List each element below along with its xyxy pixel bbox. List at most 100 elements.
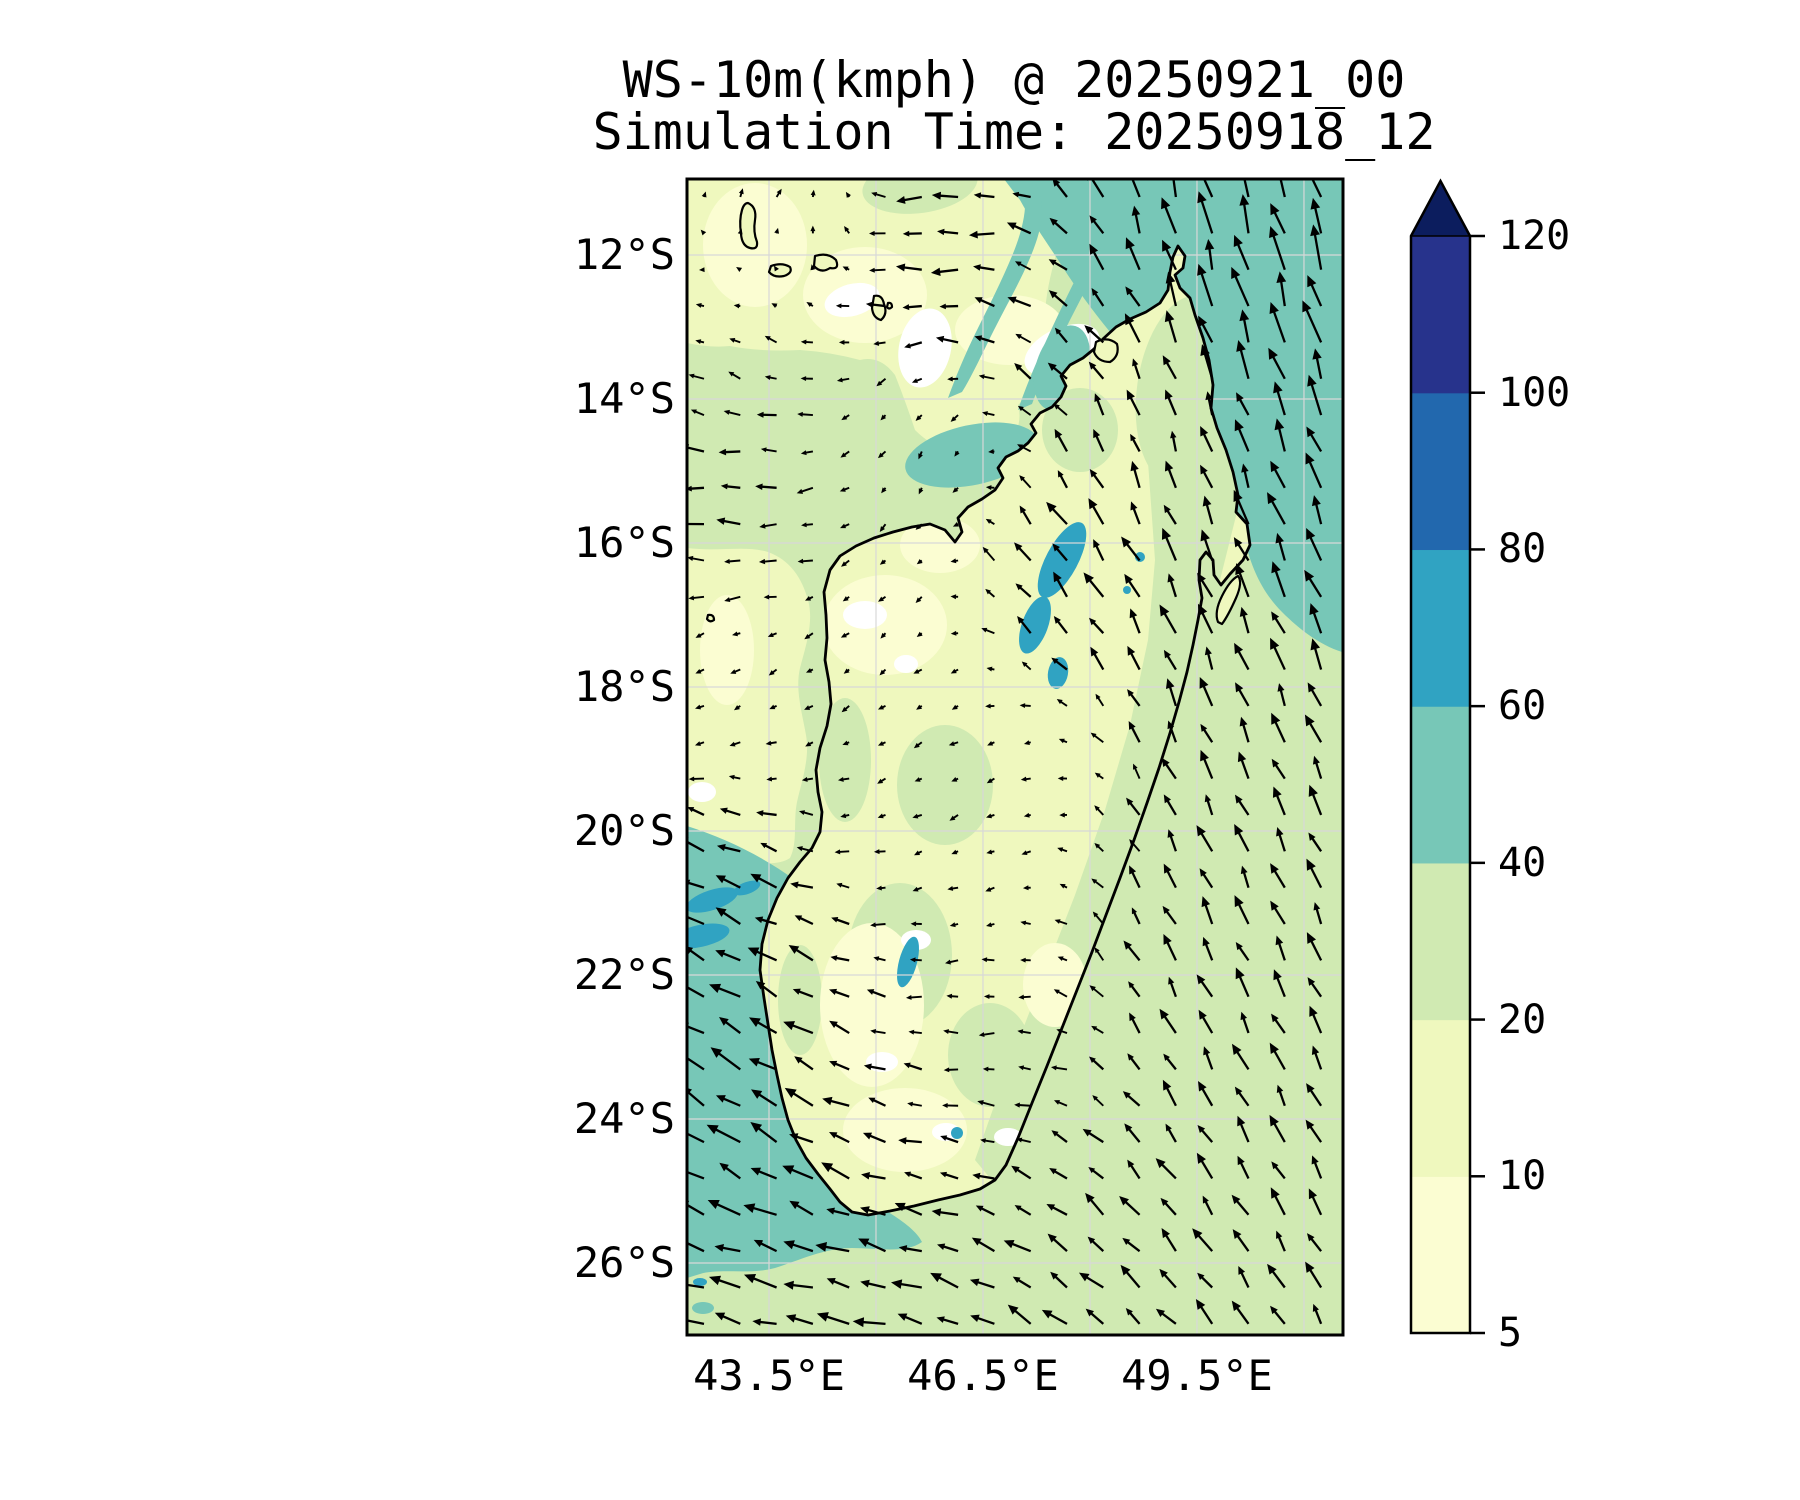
wind-arrow-head bbox=[1201, 896, 1211, 908]
wind-arrow-shaft bbox=[1239, 1122, 1250, 1143]
wind-arrow-head bbox=[749, 1017, 761, 1027]
wind-arrow-head bbox=[1088, 1166, 1096, 1174]
wind-arrow-shaft bbox=[1127, 320, 1141, 343]
wind-arrow-shaft bbox=[874, 923, 886, 926]
wind-arrow-head bbox=[1270, 900, 1279, 911]
wind-arrow-head bbox=[1088, 498, 1098, 510]
wind-arrow-shaft bbox=[751, 1276, 778, 1289]
wind-arrow-head bbox=[1122, 1091, 1131, 1099]
wind-arrow-shaft bbox=[833, 1133, 850, 1144]
wind-arrow-head bbox=[751, 1089, 763, 1099]
wind-arrow-shaft bbox=[827, 1165, 850, 1180]
wind-arrow-head bbox=[729, 338, 736, 343]
wind-arrow-shaft bbox=[1172, 179, 1178, 198]
wind-arrow-head bbox=[729, 741, 736, 747]
wind-arrow-head bbox=[804, 705, 811, 710]
wind-arrow-head bbox=[968, 230, 978, 239]
wind-arrow-shaft bbox=[873, 268, 886, 272]
wind-arrow-shaft bbox=[767, 337, 778, 344]
wind-arrow-head bbox=[715, 907, 727, 917]
wind-arrow-shaft bbox=[1270, 498, 1286, 525]
wind-arrow-head bbox=[671, 1314, 683, 1324]
wind-arrow-head bbox=[1276, 1084, 1284, 1093]
wind-arrow-shaft bbox=[1126, 1093, 1141, 1107]
wind-arrow-shaft bbox=[1310, 981, 1323, 998]
wind-arrow-head bbox=[1085, 1308, 1094, 1317]
wind-arrow-head bbox=[1159, 1008, 1169, 1020]
wind-arrow-head bbox=[730, 669, 737, 674]
wind-arrow-shaft bbox=[1202, 432, 1214, 452]
wind-speed-contour-ocean bbox=[898, 308, 952, 388]
colorbar-segment bbox=[1411, 392, 1470, 551]
wind-arrow-shaft bbox=[1309, 432, 1323, 453]
wind-arrow-head bbox=[801, 522, 807, 528]
wind-arrow-head bbox=[826, 1207, 835, 1215]
wind-arrow-head bbox=[1234, 794, 1243, 804]
wind-arrow-head bbox=[1272, 152, 1282, 164]
wind-arrow-shaft bbox=[1313, 646, 1323, 670]
wind-arrow-head bbox=[1126, 389, 1135, 401]
wind-arrow-head bbox=[879, 526, 885, 533]
wind-arrow-shaft bbox=[1200, 1086, 1214, 1107]
wind-arrow-head bbox=[1196, 1152, 1207, 1164]
wind-arrow-shaft bbox=[984, 549, 996, 562]
wind-arrow-shaft bbox=[1129, 651, 1141, 671]
wind-arrow-shaft bbox=[1238, 946, 1250, 962]
wind-arrow-head bbox=[674, 1127, 686, 1136]
wind-arrow-shaft bbox=[840, 377, 850, 382]
wind-arrow-head bbox=[1232, 1229, 1242, 1240]
wind-arrow-head bbox=[695, 668, 702, 674]
wind-arrow-head bbox=[1204, 794, 1212, 803]
wind-arrow-head bbox=[1052, 179, 1061, 187]
wind-arrow-head bbox=[841, 706, 848, 713]
wind-arrow-shaft bbox=[1307, 459, 1323, 489]
wind-arrow-shaft bbox=[1272, 1048, 1286, 1070]
wind-speed-contour-land bbox=[1123, 586, 1131, 594]
wind-arrow-head bbox=[709, 1275, 722, 1286]
wind-arrow-shaft bbox=[1015, 1168, 1032, 1180]
wind-arrow-head bbox=[805, 741, 812, 747]
wind-arrow-head bbox=[1011, 1165, 1020, 1174]
wind-arrow-head bbox=[1195, 1298, 1206, 1310]
wind-arrow-shaft bbox=[978, 194, 995, 199]
wind-arrow-shaft bbox=[763, 843, 778, 853]
wind-arrow-shaft bbox=[1308, 534, 1323, 561]
wind-arrow-head bbox=[1236, 392, 1244, 402]
wind-arrow-head bbox=[1021, 661, 1028, 667]
wind-arrow-head bbox=[1197, 1272, 1205, 1281]
wind-arrow-head bbox=[1165, 678, 1175, 689]
wind-arrow-head bbox=[774, 227, 780, 234]
wind-arrow-shaft bbox=[1130, 870, 1141, 889]
wind-arrow-head bbox=[858, 1238, 870, 1248]
wind-arrow-shaft bbox=[1094, 434, 1105, 452]
wind-arrow-shaft bbox=[1169, 834, 1177, 852]
wind-arrow-head bbox=[796, 488, 804, 494]
wind-arrow-shaft bbox=[1089, 1311, 1105, 1325]
wind-arrow-shaft bbox=[728, 595, 741, 601]
wind-arrow-shaft bbox=[907, 304, 922, 309]
wind-arrow-head bbox=[1203, 1046, 1211, 1056]
wind-arrow-shaft bbox=[722, 519, 741, 526]
wind-arrow-shaft bbox=[1201, 683, 1214, 707]
wind-arrow-shaft bbox=[1241, 722, 1250, 743]
wind-arrow-head bbox=[1163, 649, 1172, 659]
wind-arrow-head bbox=[1234, 823, 1244, 836]
wind-arrow-head bbox=[950, 630, 957, 636]
wind-arrow-shaft bbox=[1200, 1128, 1214, 1143]
colorbar-tick-label: 5 bbox=[1498, 1310, 1523, 1356]
wind-arrow-head bbox=[1159, 604, 1170, 617]
wind-arrow-head bbox=[1311, 1045, 1320, 1055]
wind-arrow-shaft bbox=[1235, 1305, 1250, 1325]
wind-arrow-head bbox=[1003, 1239, 1015, 1249]
wind-arrow-head bbox=[1047, 362, 1057, 372]
wind-arrow-head bbox=[715, 1095, 726, 1103]
wind-arrow-shaft bbox=[1128, 801, 1141, 816]
wind-arrow-shaft bbox=[831, 1209, 850, 1216]
wind-speed-contour-land bbox=[1047, 657, 1069, 689]
wind-arrow-shaft bbox=[938, 194, 959, 199]
wind-arrow-head bbox=[1017, 444, 1024, 449]
wind-arrow-head bbox=[907, 1101, 914, 1107]
wind-arrow-shaft bbox=[797, 989, 814, 998]
wind-arrow-shaft bbox=[1094, 880, 1104, 889]
wind-arrow-head bbox=[895, 263, 906, 272]
